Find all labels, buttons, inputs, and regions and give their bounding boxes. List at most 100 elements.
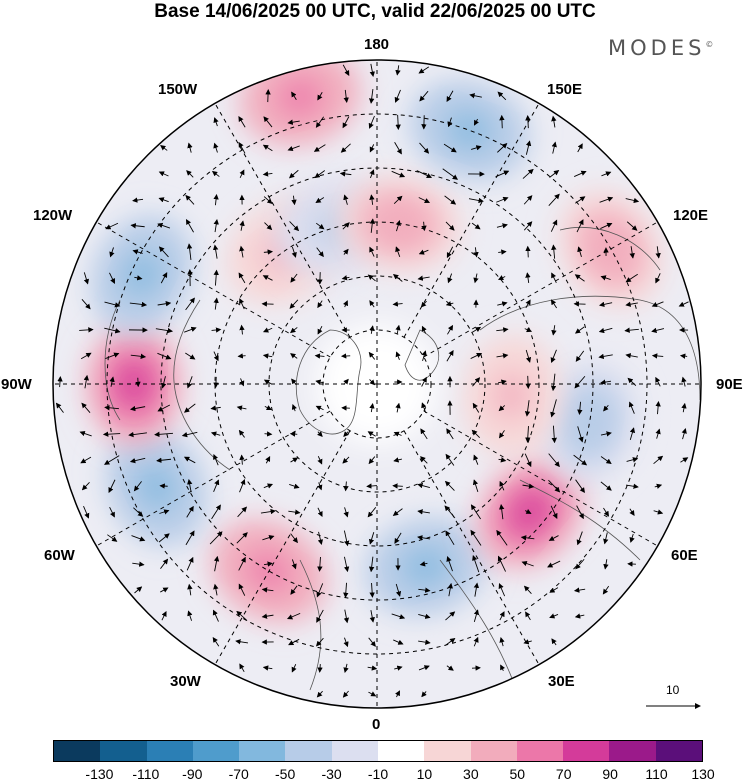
wind-arrow: [473, 609, 480, 622]
wind-arrow: [213, 479, 220, 492]
wind-arrow: [600, 222, 613, 229]
wind-arrow: [291, 664, 297, 673]
wind-arrow: [317, 92, 323, 101]
wind-arrow: [340, 143, 351, 153]
wind-arrow: [317, 455, 323, 465]
wind-arrow: [525, 245, 531, 258]
wind-arrow: [109, 247, 115, 258]
wind-arrow: [598, 327, 613, 334]
wind-arrow: [524, 400, 531, 417]
wind-arrow: [523, 639, 532, 645]
wind-arrow: [471, 429, 480, 438]
wind-arrow: [368, 637, 376, 647]
wind-arrow: [213, 142, 219, 153]
wind-arrow: [600, 379, 612, 385]
wind-arrow: [79, 430, 92, 437]
wind-arrow: [395, 114, 401, 131]
wind-arrow: [80, 456, 92, 464]
wind-arrow: [421, 402, 427, 413]
wind-arrow: [316, 583, 324, 598]
wind-arrow: [290, 273, 298, 283]
wind-arrow: [444, 480, 455, 491]
wind-arrow: [577, 246, 583, 257]
wind-arrow: [314, 170, 326, 179]
colorbar-tick-label: 10: [416, 766, 433, 782]
wind-arrow: [496, 196, 509, 203]
wind-arrow: [263, 249, 274, 255]
wind-arrow: [341, 275, 350, 281]
colorbar-tick-label: -130: [85, 766, 114, 782]
wind-arrow: [239, 169, 245, 179]
wind-arrow: [289, 431, 298, 437]
wind-arrow: [181, 431, 198, 438]
wind-arrow: [155, 327, 174, 334]
lon-label-0: 0: [372, 716, 381, 733]
wind-arrow: [209, 531, 223, 545]
wind-arrow: [185, 352, 196, 360]
wind-arrow: [317, 300, 323, 309]
wind-arrow: [315, 379, 324, 385]
wind-arrow: [343, 300, 348, 308]
wind-arrow: [499, 480, 505, 491]
wind-arrow: [238, 429, 245, 438]
wind-arrow: [575, 479, 585, 494]
wind-arrow: [315, 222, 325, 230]
wind-arrow: [366, 483, 377, 489]
wind-arrow: [445, 637, 456, 646]
wind-arrow: [132, 561, 145, 567]
wind-arrow: [653, 455, 664, 465]
wind-arrow: [577, 401, 583, 416]
wind-arrow: [316, 609, 324, 623]
wind-arrow: [368, 532, 375, 545]
colorbar-tick-label: -90: [182, 766, 203, 782]
wind-arrow: [186, 505, 194, 518]
wind-arrow: [369, 300, 375, 308]
wind-arrow: [550, 505, 558, 519]
wind-arrow: [655, 376, 661, 387]
wind-arrow: [497, 143, 508, 153]
wind-arrow: [395, 65, 401, 76]
wind-arrow: [574, 274, 585, 282]
wind-arrow: [186, 170, 194, 178]
meridian-line: [96, 410, 331, 547]
wind-arrow: [417, 509, 430, 515]
wind-arrow: [603, 559, 609, 570]
wind-arrow: [237, 353, 246, 359]
wind-arrow: [107, 534, 118, 542]
wind-arrow: [369, 144, 375, 153]
wind-arrow: [549, 613, 559, 619]
wind-arrow: [237, 506, 248, 518]
wind-arrow: [417, 482, 430, 489]
wind-arrow: [627, 377, 637, 386]
wind-arrow: [289, 483, 300, 489]
colorbar-tick-label: 30: [463, 766, 479, 782]
wind-arrow: [551, 272, 557, 283]
wind-arrow: [628, 401, 635, 414]
wind-arrow: [160, 145, 168, 151]
wind-arrow: [104, 455, 120, 465]
wind-arrow: [468, 197, 484, 204]
wind-arrow: [420, 428, 428, 440]
wind-arrow: [496, 353, 509, 359]
wind-arrow: [575, 558, 585, 570]
colorbar-tick-label: 110: [645, 766, 668, 782]
wind-arrow: [57, 376, 63, 388]
wind-arrow: [291, 91, 297, 100]
wind-arrow: [291, 195, 297, 206]
wind-arrow: [289, 299, 299, 309]
wind-arrow: [262, 665, 273, 671]
wind-arrow: [213, 297, 219, 310]
wind-arrow: [160, 272, 168, 284]
wind-arrow: [317, 531, 324, 545]
wind-arrow: [263, 561, 273, 567]
wind-arrow: [602, 585, 610, 595]
wind-arrow: [575, 196, 586, 204]
wind-arrow: [108, 479, 116, 494]
wind-arrow: [369, 218, 375, 233]
wind-arrow: [421, 350, 427, 362]
wind-arrow: [417, 535, 431, 541]
wind-arrow: [368, 691, 377, 697]
wind-arrow: [391, 170, 406, 178]
wind-arrow: [523, 585, 532, 595]
lon-label-30w: 30W: [170, 673, 201, 690]
